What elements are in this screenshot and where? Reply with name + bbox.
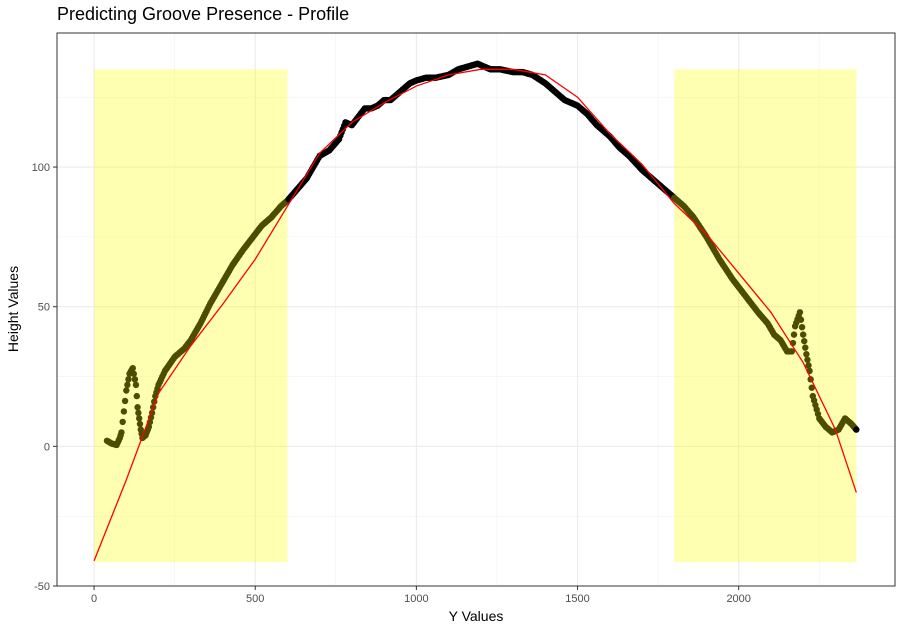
- plot-border: [56, 32, 896, 587]
- x-axis-title: Y Values: [449, 608, 504, 624]
- profile-point: [130, 370, 138, 377]
- profile-point: [796, 309, 804, 316]
- y-tick-label-3: 100: [32, 162, 50, 174]
- y-axis: -50 0 50 100: [32, 162, 57, 593]
- fitted-curve-line: [93, 68, 857, 562]
- x-tick-label-1: 500: [246, 593, 264, 605]
- profile-point: [136, 420, 144, 428]
- profile-point: [132, 381, 140, 389]
- y-tick-label-2: 50: [38, 302, 50, 314]
- profile-point: [123, 387, 130, 394]
- profile-point: [124, 381, 131, 389]
- x-tick-label-3: 1500: [565, 593, 589, 605]
- profile-point: [853, 426, 860, 433]
- profile-point: [135, 409, 142, 417]
- profile-point: [788, 348, 796, 355]
- profile-point: [797, 316, 805, 323]
- fitted-curve: [93, 68, 857, 562]
- profile-point: [801, 337, 808, 345]
- profile-point: [790, 331, 798, 338]
- profile-point: [131, 376, 139, 383]
- profile-point: [798, 323, 806, 331]
- profile-point: [125, 376, 132, 383]
- profile-point: [134, 404, 141, 411]
- profile-point: [120, 408, 128, 415]
- chart-title: Predicting Groove Presence - Profile: [57, 4, 350, 24]
- profile-point: [118, 429, 125, 436]
- profile-point: [805, 362, 812, 369]
- x-tick-label-2: 1000: [404, 593, 428, 605]
- profile-points: [103, 60, 860, 449]
- profile-point: [129, 364, 136, 372]
- grid: [57, 33, 895, 587]
- profile-point: [119, 418, 126, 426]
- profile-point: [135, 415, 143, 422]
- profile-point: [804, 356, 811, 363]
- profile-point: [799, 331, 807, 338]
- profile-point: [133, 392, 140, 400]
- x-axis: 0 500 1000 1500 2000: [91, 586, 751, 605]
- profile-point: [808, 384, 815, 391]
- y-tick-label-0: -50: [34, 581, 50, 593]
- x-tick-label-0: 0: [91, 593, 97, 605]
- x-tick-label-4: 2000: [726, 593, 750, 605]
- profile-point: [803, 350, 810, 358]
- y-tick-label-1: 0: [44, 441, 50, 453]
- profile-point: [121, 397, 129, 405]
- y-axis-title: Height Values: [5, 266, 21, 352]
- profile-point: [802, 344, 809, 351]
